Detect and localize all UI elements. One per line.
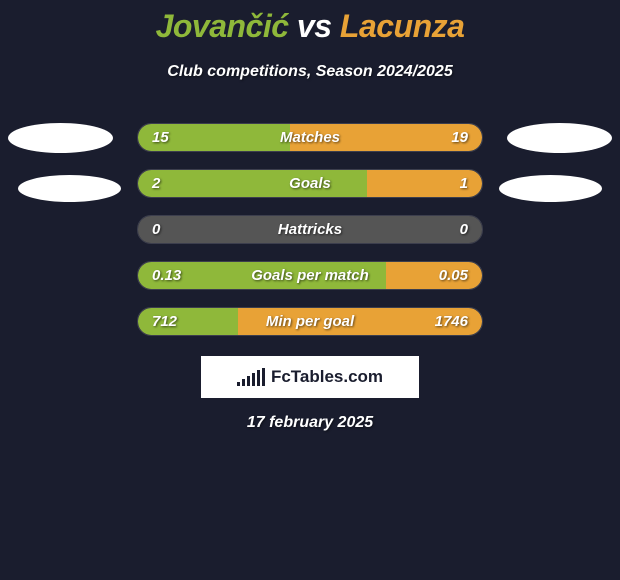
stat-value-right: 19 [451, 129, 468, 146]
stat-row: 2 Goals 1 [137, 169, 483, 198]
avatar-left-shadow-1 [8, 123, 113, 153]
logo-bar [247, 376, 250, 386]
avatar-left-shadow-2 [18, 175, 121, 202]
page-title: Jovančić vs Lacunza [156, 8, 465, 45]
avatar-right-shadow-2 [499, 175, 602, 202]
stat-fill-left [138, 170, 367, 197]
stat-value-right: 0.05 [439, 267, 468, 284]
stat-row: 0.13 Goals per match 0.05 [137, 261, 483, 290]
avatar-right-shadow-1 [507, 123, 612, 153]
logo-bar [252, 373, 255, 386]
stat-value-right: 1 [460, 175, 468, 192]
logo-bar [237, 382, 240, 386]
stat-value-right: 0 [460, 221, 468, 238]
stat-label: Matches [280, 129, 340, 146]
player-right-name: Lacunza [340, 8, 465, 44]
stat-row: 15 Matches 19 [137, 123, 483, 152]
stat-label: Goals [289, 175, 331, 192]
date-text: 17 february 2025 [247, 414, 373, 432]
stat-label: Hattricks [278, 221, 342, 238]
stat-row: 712 Min per goal 1746 [137, 307, 483, 336]
stat-value-left: 15 [152, 129, 169, 146]
stat-value-left: 2 [152, 175, 160, 192]
vs-text: vs [297, 8, 332, 44]
player-left-name: Jovančić [156, 8, 289, 44]
logo-bar [262, 368, 265, 386]
main-container: Jovančić vs Lacunza Club competitions, S… [0, 0, 620, 580]
stat-value-left: 0.13 [152, 267, 181, 284]
stat-value-left: 0 [152, 221, 160, 238]
stat-value-right: 1746 [435, 313, 468, 330]
logo-bars-icon [237, 368, 265, 386]
subtitle: Club competitions, Season 2024/2025 [167, 63, 452, 81]
stat-value-left: 712 [152, 313, 177, 330]
stat-row: 0 Hattricks 0 [137, 215, 483, 244]
logo-bar [242, 379, 245, 386]
stat-label: Goals per match [251, 267, 369, 284]
logo-box: FcTables.com [201, 356, 419, 398]
logo-text: FcTables.com [271, 367, 383, 387]
stat-label: Min per goal [266, 313, 354, 330]
stats-section: 15 Matches 19 2 Goals 1 0 Hattricks 0 0.13 Goals p… [0, 123, 620, 336]
logo-bar [257, 370, 260, 386]
